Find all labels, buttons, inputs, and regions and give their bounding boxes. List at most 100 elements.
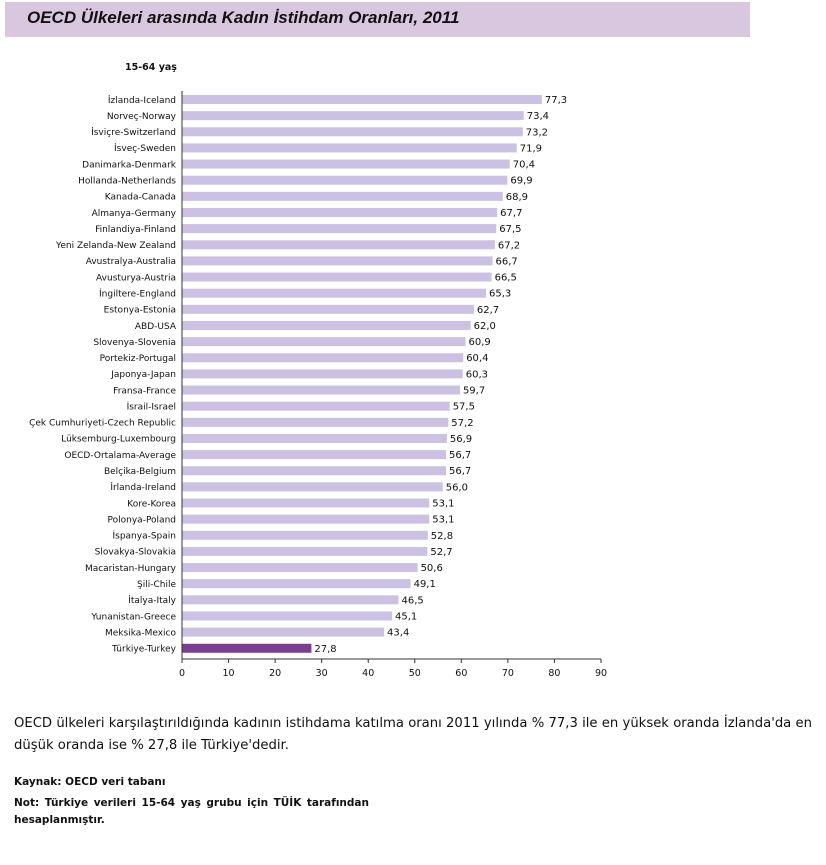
category-label: Avusturya-Austria [96,273,176,283]
data-label: 56,9 [450,434,472,445]
category-label: Yunanistan-Greece [90,612,176,622]
data-label: 67,7 [500,208,522,219]
category-label: İsveç-Sweden [114,143,176,154]
bar [182,127,523,137]
data-label: 68,9 [506,192,528,203]
category-label: İrlanda-Ireland [110,482,176,493]
category-label: Meksika-Mexico [105,628,176,638]
x-tick-label: 20 [269,668,281,679]
data-label: 69,9 [510,176,532,187]
data-label: 67,5 [499,224,521,235]
footnote: Not: Türkiye verileri 15-64 yaş grubu iç… [14,797,369,826]
data-label: 62,7 [477,305,499,316]
category-label: İsrail-Israel [127,401,176,412]
bar [182,111,524,121]
data-label: 46,5 [401,595,423,606]
category-label: İngiltere-England [99,288,176,299]
bar [182,353,464,363]
category-label: Belçika-Belgium [104,467,176,477]
bar [182,175,508,185]
bar-chart: İzlanda-Iceland 77,3 Norveç-Norway 73,4 İsvi… [29,91,607,679]
data-label: 77,3 [545,95,567,106]
data-label: 56,7 [449,466,471,477]
bar [182,272,492,282]
category-label: Şili-Chile [137,580,176,590]
data-label: 43,4 [387,628,409,639]
category-label: Yeni Zelanda-New Zealand [55,241,176,251]
bar [182,143,517,153]
category-label: İsviçre-Switzerland [91,127,176,138]
data-label: 60,4 [466,353,488,364]
data-label: 45,1 [395,611,417,622]
bar [182,514,430,524]
bar [182,304,474,314]
bar [182,95,542,104]
category-label: Danimarka-Denmark [82,160,177,170]
x-tick-label: 70 [502,668,514,679]
bar [182,337,466,347]
bar [182,595,399,605]
data-label: 67,2 [498,240,520,251]
bar [182,530,428,540]
bar [182,627,385,637]
data-label: 70,4 [513,160,535,171]
bar [182,401,450,411]
data-label: 52,8 [431,531,453,542]
data-label: 59,7 [463,386,485,397]
x-tick-label: 90 [595,668,607,679]
bar [182,369,463,379]
source-note: Kaynak: OECD veri tabanı [14,776,166,788]
bar [182,563,418,573]
category-label: Finlandiya-Finland [95,225,176,235]
data-label: 52,7 [430,547,452,558]
data-label: 60,9 [469,337,491,348]
data-label: 56,7 [449,450,471,461]
bar [182,611,392,621]
data-label: 56,0 [446,482,468,493]
x-tick-label: 30 [316,668,328,679]
data-label: 49,1 [414,579,436,590]
bar [182,207,498,217]
category-label: Japonya-Japan [110,370,176,380]
category-label: Kanada-Canada [105,193,176,203]
category-label: Norveç-Norway [107,112,177,122]
data-label: 57,5 [453,402,475,413]
category-label: İtalya-Italy [128,595,176,606]
data-label: 73,4 [527,111,549,122]
bar [182,224,497,234]
bar [182,643,312,653]
bar [182,482,443,492]
data-label: 50,6 [421,563,443,574]
category-label: Türkiye-Turkey [111,645,177,655]
category-label: Çek Cumhuriyeti-Czech Republic [29,419,176,429]
category-label: Polonya-Poland [108,515,176,525]
bar [182,579,411,589]
data-label: 65,3 [489,289,511,300]
x-tick-label: 0 [179,668,185,679]
category-label: Macaristan-Hungary [85,564,177,574]
category-label: Fransa-France [113,386,176,396]
category-label: Almanya-Germany [92,209,177,219]
category-label: Slovenya-Slovenia [93,338,176,348]
bar [182,256,493,266]
bar [182,466,446,476]
chart-subtitle: 15-64 yaş [125,62,177,73]
data-label: 73,2 [526,127,548,138]
category-label: ABD-USA [135,322,177,332]
bar [182,191,503,201]
bar [182,450,446,460]
data-label: 27,8 [314,644,336,655]
category-label: Avustralya-Australia [86,257,176,267]
category-label: Hollanda-Netherlands [78,177,176,187]
title-band: OECD Ülkeleri arasında Kadın İstihdam Or… [5,2,750,37]
category-label: Kore-Korea [127,499,176,509]
x-tick-label: 60 [455,668,467,679]
bar [182,498,430,508]
category-label: İzlanda-Iceland [108,95,176,106]
data-label: 71,9 [520,143,542,154]
x-tick-label: 50 [409,668,421,679]
data-label: 66,7 [496,256,518,267]
data-label: 62,0 [474,321,496,332]
data-label: 66,5 [495,273,517,284]
category-label: Lüksemburg-Luxembourg [61,435,176,445]
